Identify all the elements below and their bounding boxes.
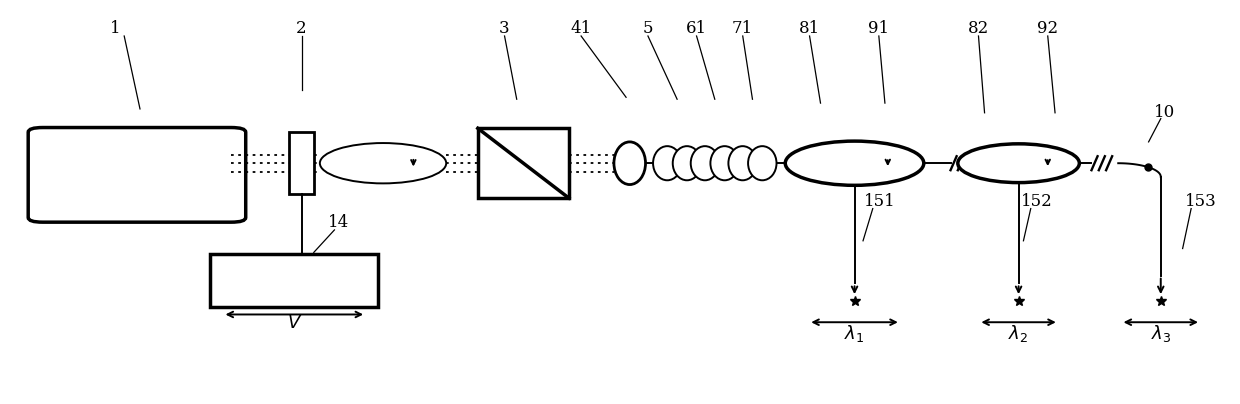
Ellipse shape [748, 146, 776, 180]
Text: 92: 92 [1037, 20, 1058, 37]
Text: 153: 153 [1185, 193, 1216, 210]
Text: 3: 3 [500, 20, 510, 37]
Circle shape [785, 141, 924, 185]
Text: 2: 2 [296, 20, 308, 37]
Text: 5: 5 [642, 20, 653, 37]
Text: 82: 82 [968, 20, 990, 37]
Text: 1: 1 [110, 20, 122, 37]
Text: 14: 14 [327, 214, 348, 231]
Circle shape [957, 144, 1079, 183]
Ellipse shape [653, 146, 682, 180]
Text: $\lambda_3$: $\lambda_3$ [1151, 322, 1171, 343]
Text: 151: 151 [864, 193, 897, 210]
Text: 71: 71 [732, 20, 754, 37]
Bar [211, 255, 378, 307]
Text: 10: 10 [1153, 104, 1176, 121]
Text: $\lambda_1$: $\lambda_1$ [844, 322, 864, 343]
Ellipse shape [711, 146, 739, 180]
Ellipse shape [728, 146, 756, 180]
Text: 41: 41 [570, 20, 591, 37]
Bar [477, 128, 569, 198]
Text: 61: 61 [686, 20, 707, 37]
Text: 91: 91 [868, 20, 889, 37]
Bar [289, 132, 314, 194]
Text: $V$: $V$ [286, 314, 303, 332]
Text: 152: 152 [1021, 193, 1053, 210]
Circle shape [320, 143, 446, 183]
Text: $\lambda_2$: $\lambda_2$ [1008, 322, 1029, 343]
Text: 81: 81 [799, 20, 820, 37]
Ellipse shape [673, 146, 701, 180]
Ellipse shape [691, 146, 719, 180]
Ellipse shape [614, 142, 646, 185]
FancyBboxPatch shape [29, 128, 246, 222]
